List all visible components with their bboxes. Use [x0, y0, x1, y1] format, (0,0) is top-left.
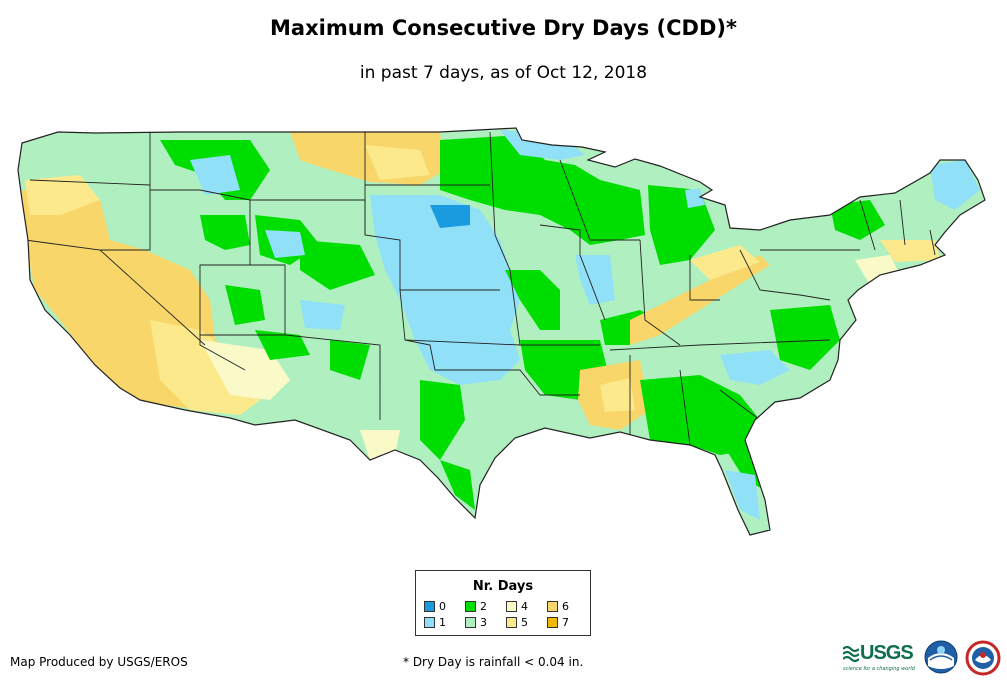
- usgs-tagline: science for a changing world: [843, 666, 915, 672]
- noaa-logo-icon: [924, 640, 958, 674]
- legend-label: 5: [521, 616, 528, 629]
- legend-item-3: 3: [465, 617, 487, 629]
- legend-swatch: [547, 617, 558, 628]
- legend-label: 4: [521, 600, 528, 613]
- legend-label: 7: [562, 616, 569, 629]
- legend-label: 6: [562, 600, 569, 613]
- legend-swatch: [424, 601, 435, 612]
- map-title: Maximum Consecutive Dry Days (CDD)*: [270, 16, 737, 40]
- map-subtitle: in past 7 days, as of Oct 12, 2018: [359, 63, 648, 83]
- legend-swatch: [465, 617, 476, 628]
- legend-item-2: 2: [465, 601, 487, 613]
- legend-label: 2: [480, 600, 487, 613]
- legend-item-1: 1: [424, 617, 446, 629]
- credit-text: Map Produced by USGS/EROS: [10, 655, 188, 669]
- map-legend: Nr. Days 0 1 2 3 4 5 6 7: [415, 570, 591, 636]
- legend-item-6: 6: [547, 601, 569, 613]
- usgs-waves-icon: [843, 645, 859, 663]
- legend-swatch: [424, 617, 435, 628]
- legend-swatch: [506, 617, 517, 628]
- usgs-logo-text: USGS: [860, 642, 914, 664]
- legend-swatch: [547, 601, 558, 612]
- legend-label: 1: [439, 616, 446, 629]
- legend-swatch: [465, 601, 476, 612]
- legend-item-5: 5: [506, 617, 528, 629]
- legend-label: 0: [439, 600, 446, 613]
- usgs-logo-icon: USGS science for a changing world: [843, 642, 919, 676]
- legend-swatch: [506, 601, 517, 612]
- legend-item-7: 7: [547, 617, 569, 629]
- legend-title: Nr. Days: [472, 579, 534, 594]
- footnote-text: * Dry Day is rainfall < 0.04 in.: [403, 655, 584, 669]
- nws-logo-icon: [965, 640, 1001, 676]
- legend-item-0: 0: [424, 601, 446, 613]
- legend-label: 3: [480, 616, 487, 629]
- legend-item-4: 4: [506, 601, 528, 613]
